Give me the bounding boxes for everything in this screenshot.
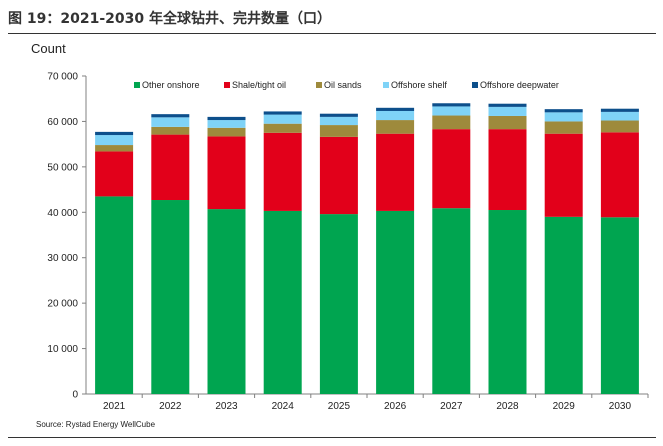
- bar-segment: [319, 125, 358, 137]
- bar-segment: [488, 129, 527, 211]
- bar-segment: [488, 103, 527, 107]
- bar-segment: [544, 109, 583, 113]
- x-tick-label: 2024: [272, 401, 295, 412]
- bar-segment: [263, 132, 302, 211]
- bar-segment: [95, 131, 134, 136]
- y-tick-label: 0: [72, 390, 78, 401]
- bar-segment: [263, 114, 302, 124]
- figure-title: 图 19：2021-2030 年全球钻井、完井数量（口）: [8, 11, 331, 27]
- bar-segment: [207, 116, 246, 121]
- legend-label: Oil sands: [324, 80, 362, 90]
- bar-segment: [488, 115, 527, 130]
- bottom-divider: [8, 437, 656, 438]
- x-tick-label: 2027: [440, 401, 463, 412]
- bar-segment: [376, 133, 415, 211]
- bar-segment: [151, 134, 190, 201]
- bar-segment: [151, 200, 190, 394]
- bar-segment: [207, 120, 246, 128]
- bar-segment: [488, 210, 527, 394]
- bar-segment: [432, 106, 471, 116]
- bar-segment: [432, 103, 471, 107]
- bar-segment: [151, 126, 190, 135]
- legend-swatch: [383, 82, 389, 88]
- bar-segment: [488, 106, 527, 116]
- bar-segment: [544, 133, 583, 217]
- bar-segment: [376, 120, 415, 134]
- bar-segment: [319, 136, 358, 215]
- legend-swatch: [224, 82, 230, 88]
- bar-segment: [263, 123, 302, 133]
- x-tick-label: 2021: [103, 401, 126, 412]
- bar-segment: [319, 214, 358, 394]
- x-tick-label: 2029: [553, 401, 576, 412]
- bar-segment: [319, 113, 358, 117]
- legend-label: Other onshore: [142, 80, 200, 90]
- bar-segment: [95, 151, 134, 197]
- x-tick-label: 2026: [384, 401, 407, 412]
- legend-swatch: [316, 82, 322, 88]
- x-tick-label: 2025: [328, 401, 351, 412]
- y-tick-label: 50 000: [47, 162, 78, 173]
- bar-segment: [207, 209, 246, 394]
- x-tick-label: 2022: [159, 401, 182, 412]
- x-tick-label: 2030: [609, 401, 632, 412]
- bar-segment: [376, 210, 415, 394]
- bar-segment: [432, 208, 471, 394]
- bar-segment: [432, 115, 471, 130]
- bar-segment: [600, 111, 639, 121]
- x-tick-label: 2028: [496, 401, 519, 412]
- bar-segment: [376, 110, 415, 121]
- bar-segment: [544, 112, 583, 122]
- y-tick-label: 70 000: [47, 72, 78, 83]
- legend-label: Offshore shelf: [391, 80, 447, 90]
- bar-segment: [95, 196, 134, 394]
- y-tick-label: 10 000: [47, 344, 78, 355]
- bar-segment: [263, 210, 302, 394]
- bar-segment: [600, 120, 639, 133]
- bar-segment: [263, 111, 302, 115]
- bar-segment: [95, 135, 134, 146]
- bar-segment: [151, 117, 190, 127]
- legend-label: Offshore deepwater: [480, 80, 559, 90]
- legend-swatch: [134, 82, 140, 88]
- source-note: Source: Rystad Energy WellCube: [36, 420, 156, 429]
- y-tick-label: 40 000: [47, 208, 78, 219]
- bar-segment: [207, 136, 246, 210]
- bar-segment: [600, 108, 639, 112]
- legend-label: Shale/tight oil: [232, 80, 286, 90]
- y-tick-label: 60 000: [47, 117, 78, 128]
- bar-segment: [207, 127, 246, 137]
- bar-segment: [95, 145, 134, 152]
- bar-segment: [600, 132, 639, 218]
- y-tick-label: 30 000: [47, 253, 78, 264]
- bar-segment: [151, 114, 190, 118]
- bar-segment: [544, 121, 583, 134]
- title-divider: [8, 33, 656, 34]
- bar-segment: [544, 216, 583, 394]
- legend-swatch: [472, 82, 478, 88]
- y-axis-label: Count: [31, 41, 66, 56]
- bar-segment: [432, 129, 471, 209]
- bar-segment: [600, 217, 639, 394]
- y-tick-label: 20 000: [47, 299, 78, 310]
- bar-segment: [319, 116, 358, 126]
- bar-segment: [376, 107, 415, 111]
- x-tick-label: 2023: [215, 401, 238, 412]
